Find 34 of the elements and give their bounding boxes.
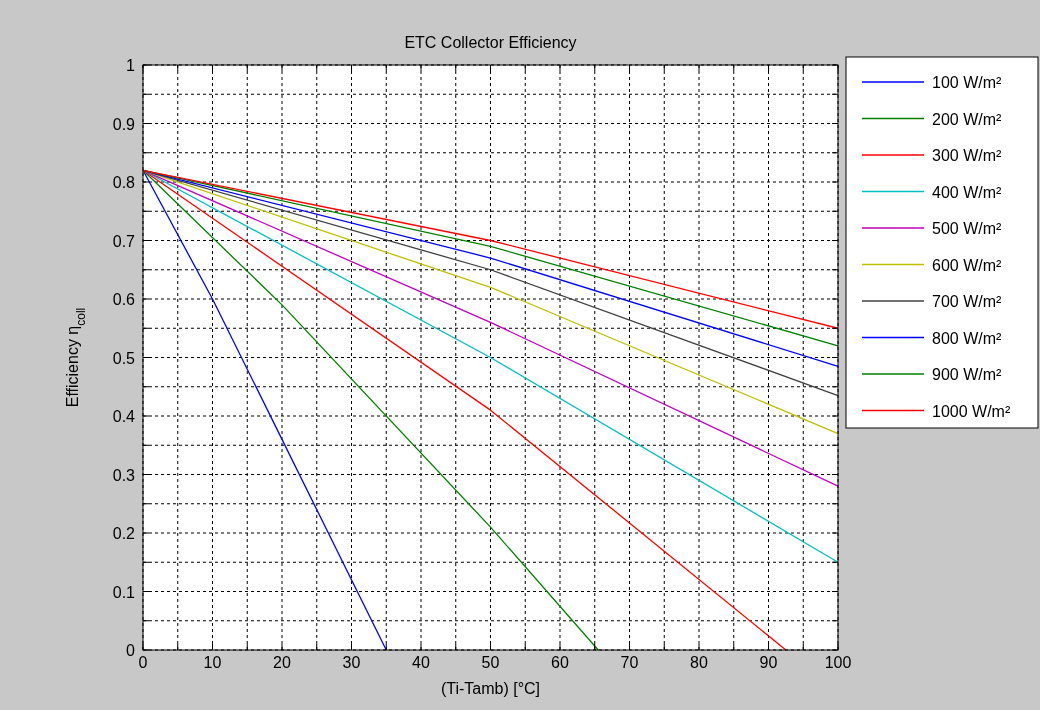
x-tick-label: 70: [620, 654, 639, 671]
legend-label: 700 W/m²: [932, 293, 1003, 310]
x-tick-label: 80: [690, 654, 708, 671]
y-tick-label: 0.2: [112, 525, 136, 542]
legend-label: 900 W/m²: [932, 366, 1003, 383]
x-tick-label: 60: [551, 654, 569, 671]
y-tick-label: 0.6: [112, 291, 136, 308]
x-tick-label: 40: [412, 654, 430, 671]
y-tick-label: 0.5: [112, 349, 136, 367]
legend-label: 800 W/m²: [932, 329, 1003, 347]
x-tick-label: 20: [273, 654, 291, 671]
y-tick-label: 0.7: [112, 232, 136, 250]
y-tick-label: 0.9: [112, 115, 136, 133]
legend-label: 600 W/m²: [932, 256, 1003, 274]
y-tick-label: 0.8: [112, 174, 136, 191]
y-tick-label: 0.3: [112, 466, 136, 484]
legend-label: 300 W/m²: [932, 147, 1003, 164]
x-tick-label: 0: [138, 654, 148, 671]
x-tick-label: 100: [824, 654, 852, 671]
legend-label: 500 W/m²: [932, 220, 1003, 237]
x-tick-label: 50: [481, 654, 500, 671]
legend-label: 100 W/m²: [932, 74, 1003, 91]
x-tick-label: 10: [203, 654, 222, 671]
y-tick-label: 0: [126, 642, 136, 659]
y-tick-label: 1: [126, 57, 136, 74]
legend-label: 1000 W/m²: [932, 402, 1011, 420]
x-axis-title: (Ti-Tamb) [°C]: [440, 680, 541, 697]
x-tick-label: 30: [342, 654, 361, 671]
legend-label: 200 W/m²: [932, 110, 1003, 128]
x-tick-label: 90: [759, 654, 778, 671]
y-tick-label: 0.4: [112, 408, 136, 425]
chart-title: ETC Collector Efficiency: [404, 34, 577, 51]
y-tick-label: 0.1: [112, 583, 136, 601]
legend-label: 400 W/m²: [932, 183, 1003, 201]
